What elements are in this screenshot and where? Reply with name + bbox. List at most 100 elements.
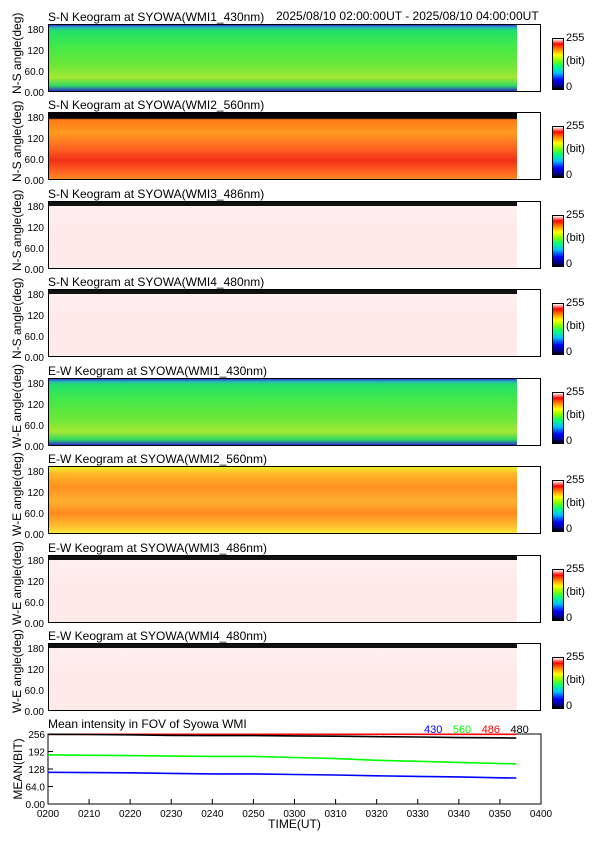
y-tick-label: 120 — [27, 223, 44, 234]
y-tick-label: 120 — [27, 665, 44, 676]
y-tick-label: 0.00 — [24, 707, 44, 718]
y-axis-label: W-E angle(deg) — [10, 629, 24, 713]
colorbar-label: (bit) — [566, 143, 585, 155]
keogram-image — [48, 555, 541, 623]
keogram-top-band — [49, 644, 517, 648]
keogram-title: E-W Keogram at SYOWA(WMI3_486nm) — [48, 541, 267, 555]
x-tick-label: 0330 — [407, 809, 430, 820]
keogram-image — [48, 466, 541, 534]
colorbar-label: 0 — [566, 435, 573, 447]
keogram-top-band — [49, 290, 517, 294]
y-tick-label: 64.0 — [26, 783, 46, 794]
y-tick-label: 180 — [27, 290, 44, 301]
colorbar-label: 255 — [566, 297, 585, 309]
y-tick-label: 0.00 — [24, 88, 44, 99]
y-tick-label: 0.00 — [24, 176, 44, 187]
y-axis-label: N-S angle(deg) — [10, 100, 24, 182]
y-tick-label: 0.00 — [24, 619, 44, 630]
colorbar — [552, 215, 564, 267]
y-tick-label: 120 — [27, 488, 44, 499]
y-tick-label: 60.0 — [24, 509, 44, 520]
colorbar-label: (bit) — [566, 55, 585, 67]
keogram-intensity-map — [49, 556, 517, 622]
colorbar-label: (bit) — [566, 320, 585, 332]
y-tick-label: 120 — [27, 577, 44, 588]
y-tick-label: 0.00 — [24, 530, 44, 541]
colorbar-label: 255 — [566, 32, 585, 44]
y-tick-label: 0.00 — [24, 265, 44, 276]
mean-intensity-panel: Mean intensity in FOV of Syowa WMI 430 5… — [0, 717, 595, 842]
colorbar — [552, 657, 564, 709]
y-tick-label: 120 — [27, 134, 44, 145]
keogram-intensity-map — [49, 202, 517, 268]
y-tick-label: 180 — [27, 467, 44, 478]
keogram-panel: S-N Keogram at SYOWA(WMI1_430nm) 180 120 60… — [0, 10, 595, 99]
y-tick-label: 180 — [27, 25, 44, 36]
y-axis-label: W-E angle(deg) — [10, 452, 24, 536]
x-tick-label: 0400 — [530, 809, 553, 820]
colorbar-label: (bit) — [566, 409, 585, 421]
y-tick-label: 180 — [27, 202, 44, 213]
keogram-title: S-N Keogram at SYOWA(WMI2_560nm) — [48, 98, 265, 112]
y-tick-label: 60.0 — [24, 67, 44, 78]
y-tick-label: 180 — [27, 644, 44, 655]
colorbar — [552, 38, 564, 90]
keogram-title: S-N Keogram at SYOWA(WMI3_486nm) — [48, 187, 265, 201]
series-line-430 — [47, 771, 517, 779]
legend-430: 430 — [424, 724, 443, 736]
series-line-480 — [47, 733, 517, 739]
y-tick-label: 60.0 — [24, 686, 44, 697]
x-tick-label: 0200 — [37, 809, 60, 820]
y-tick-label: 0.00 — [24, 353, 44, 364]
x-tick-label: 0350 — [489, 809, 512, 820]
y-tick-label: 60.0 — [24, 332, 44, 343]
keogram-image — [48, 201, 541, 269]
colorbar-label: 0 — [566, 523, 573, 535]
x-tick-label: 0310 — [324, 809, 347, 820]
keogram-title: S-N Keogram at SYOWA(WMI1_430nm) — [48, 10, 265, 24]
colorbar-label: (bit) — [566, 497, 585, 509]
keogram-intensity-map — [49, 113, 517, 179]
y-tick-label: 0.00 — [26, 800, 46, 811]
y-axis-label: N-S angle(deg) — [10, 189, 24, 271]
keogram-panel: E-W Keogram at SYOWA(WMI2_560nm) 180 120 60… — [0, 452, 595, 541]
keogram-intensity-map — [49, 379, 517, 445]
keogram-image — [48, 643, 541, 711]
keogram-title: S-N Keogram at SYOWA(WMI4_480nm) — [48, 275, 265, 289]
colorbar-label: 0 — [566, 346, 573, 358]
keogram-top-band — [49, 202, 517, 206]
y-tick-label: 180 — [27, 113, 44, 124]
x-tick-label: 0300 — [283, 809, 306, 820]
plot-frame — [47, 733, 542, 805]
x-tick-label: 0250 — [242, 809, 265, 820]
keogram-image — [48, 289, 541, 357]
keogram-panel: E-W Keogram at SYOWA(WMI1_430nm) 180 120 60… — [0, 364, 595, 453]
colorbar-label: 255 — [566, 563, 585, 575]
keogram-panel: E-W Keogram at SYOWA(WMI3_486nm) 180 120 60… — [0, 541, 595, 630]
colorbar — [552, 303, 564, 355]
y-tick-label: 180 — [27, 556, 44, 567]
y-axis-label: W-E angle(deg) — [10, 364, 24, 448]
y-axis-label: W-E angle(deg) — [10, 541, 24, 625]
y-tick-label: 192 — [28, 748, 45, 759]
x-tick-label: 0240 — [201, 809, 224, 820]
y-tick-label: 60.0 — [24, 155, 44, 166]
keogram-intensity-map — [49, 25, 517, 91]
keogram-panel: S-N Keogram at SYOWA(WMI4_480nm) 180 120 60… — [0, 275, 595, 364]
y-tick-label: 60.0 — [24, 421, 44, 432]
x-tick-label: 0210 — [78, 809, 101, 820]
y-axis-label: MEAN(BIT) — [11, 738, 25, 799]
colorbar-label: 0 — [566, 169, 573, 181]
y-tick-label: 128 — [28, 765, 45, 776]
y-tick-label: 60.0 — [24, 598, 44, 609]
colorbar-label: (bit) — [566, 586, 585, 598]
colorbar-label: (bit) — [566, 232, 585, 244]
series-legend: 430 560 486 480 — [418, 720, 529, 738]
colorbar-label: 0 — [566, 700, 573, 712]
y-tick-label: 120 — [27, 400, 44, 411]
x-axis-label: TIME(UT) — [268, 817, 321, 831]
time-range-header: 2025/08/10 02:00:00UT - 2025/08/10 04:00… — [276, 9, 539, 23]
y-tick-label: 256 — [28, 730, 45, 741]
keogram-title: E-W Keogram at SYOWA(WMI4_480nm) — [48, 629, 267, 643]
